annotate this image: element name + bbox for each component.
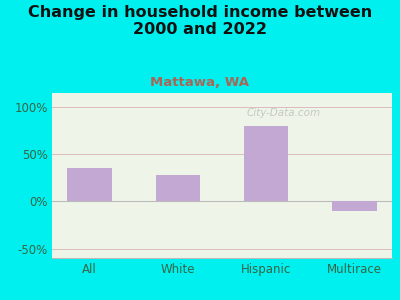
Text: City-Data.com: City-Data.com (246, 108, 320, 118)
Bar (332, 201, 376, 211)
Text: Change in household income between
2000 and 2022: Change in household income between 2000 … (28, 4, 372, 37)
Bar (244, 126, 288, 201)
Bar (156, 175, 200, 201)
Bar (68, 168, 112, 201)
Text: Mattawa, WA: Mattawa, WA (150, 76, 250, 89)
